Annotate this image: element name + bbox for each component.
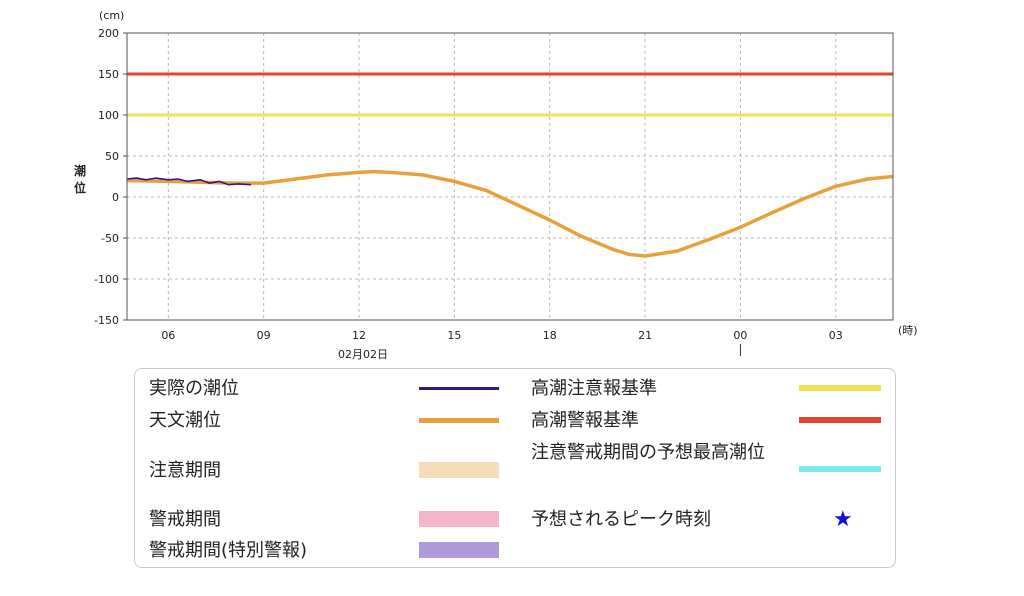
legend-label-actual-tide: 実際の潮位 — [149, 378, 239, 399]
y-unit-label: (cm) — [99, 9, 124, 22]
legend-swatch-predicted-max-tide — [799, 466, 881, 472]
legend-label-warning-threshold: 高潮警報基準 — [531, 410, 639, 431]
legend-swatch-caution-period — [419, 462, 499, 478]
legend-label-astronomical-tide: 天文潮位 — [149, 410, 221, 431]
legend-label-peak-time: 予想されるピーク時刻 — [531, 509, 711, 530]
legend-swatch-warning-period — [419, 511, 499, 527]
y-tick-label: 0 — [112, 191, 119, 204]
legend-label-special-warning-period: 警戒期間(特別警報) — [149, 540, 308, 561]
x-tick-labels: 06 09 12 15 18 21 00 03 — [161, 329, 842, 342]
legend-swatch-warning-threshold — [799, 417, 881, 423]
star-icon: ★ — [833, 507, 853, 532]
x-tick-label: 03 — [829, 329, 843, 342]
x-tick-label: 06 — [161, 329, 175, 342]
y-tick-label: -100 — [94, 273, 119, 286]
date-label: 02月02日 — [338, 348, 388, 361]
legend-label-warning-period: 警戒期間 — [149, 509, 221, 530]
x-tick-label: 12 — [352, 329, 366, 342]
y-tick-label: 50 — [105, 150, 119, 163]
y-tick-label: -150 — [94, 314, 119, 327]
y-tick-label: 150 — [98, 68, 119, 81]
legend-swatch-special-warning-period — [419, 542, 499, 558]
series-lines — [126, 169, 894, 258]
x-tick-label: 21 — [638, 329, 652, 342]
legend-label-caution-period: 注意期間 — [149, 460, 221, 481]
legend-swatch-advisory-threshold — [799, 385, 881, 391]
legend-label-predicted-max-tide: 注意警戒期間の予想最高潮位 — [531, 442, 765, 463]
y-tick-labels: 200 150 100 50 0 -50 -100 -150 — [94, 27, 127, 327]
y-tick-label: 200 — [98, 27, 119, 40]
y-axis-label: 潮位 — [74, 163, 86, 195]
actual-tide-line — [126, 177, 252, 186]
tide-chart: 200 150 100 50 0 -50 -100 -150 06 09 12 15 18 21 00 03… — [74, 9, 918, 361]
astronomical-tide-line — [126, 169, 894, 258]
x-tick-label: 00 — [733, 329, 747, 342]
plot-frame — [126, 32, 894, 321]
y-tick-label: 100 — [98, 109, 119, 122]
legend-swatch-astronomical-tide — [419, 418, 499, 423]
y-tick-label: -50 — [101, 232, 119, 245]
threshold-lines — [127, 72, 893, 117]
legend: 実際の潮位 天文潮位 注意期間 警戒期間 警戒期間(特別警報) 高潮注意報基準 … — [134, 368, 896, 568]
grid — [127, 32, 893, 321]
legend-swatch-actual-tide — [419, 387, 499, 390]
x-tick-label: 18 — [543, 329, 557, 342]
x-tick-label: 09 — [257, 329, 271, 342]
x-unit-label: (時) — [898, 324, 918, 337]
x-tick-label: 15 — [447, 329, 461, 342]
legend-label-advisory-threshold: 高潮注意報基準 — [531, 378, 657, 399]
